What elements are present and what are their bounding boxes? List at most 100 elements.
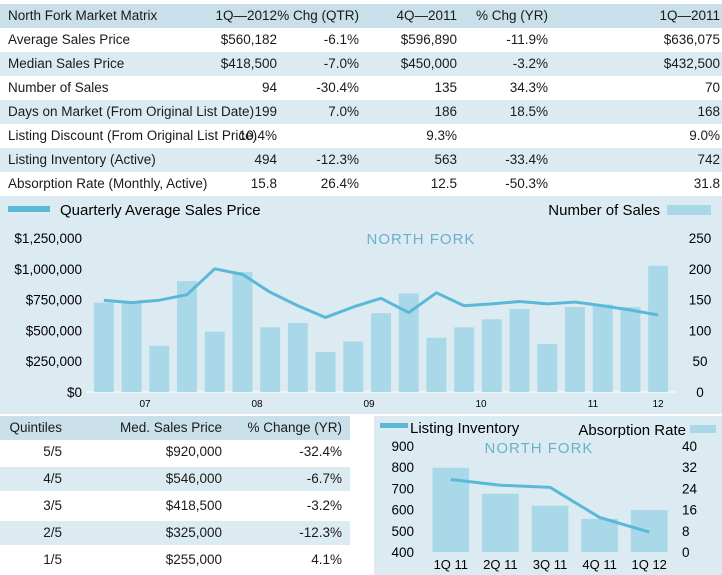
inventory-line	[450, 478, 650, 534]
quintile-cell: 4/5	[43, 471, 62, 486]
quintile-cell: 5/5	[43, 444, 62, 459]
sales-bar	[287, 323, 308, 392]
quintile-cell: 1/5	[43, 552, 62, 567]
matrix-cell: 9.3%	[426, 128, 457, 143]
matrix-cell: -12.3%	[316, 152, 359, 167]
sales-bar	[481, 319, 502, 392]
quintile-row: 5/5 $920,000 -32.4%	[0, 440, 350, 464]
chart1-y-left-tick: $1,000,000	[14, 262, 82, 277]
sales-bar	[620, 306, 641, 392]
matrix-cell: 31.8	[693, 176, 720, 191]
quintile-cell: $920,000	[165, 444, 222, 459]
matrix-row-absorption-rate: Absorption Rate (Monthly, Active) 15.8 26.…	[0, 172, 722, 196]
chart1-y-right-tick: 150	[689, 293, 712, 308]
quintile-cell: $418,500	[165, 498, 222, 513]
matrix-cell: 94	[261, 80, 277, 95]
matrix-cell: -3.2%	[512, 56, 548, 71]
matrix-col-1q2012: 1Q—2012	[215, 8, 277, 23]
sales-bar	[537, 343, 558, 392]
sales-bar	[426, 337, 447, 392]
sales-bar	[592, 304, 613, 392]
matrix-cell: 18.5%	[509, 104, 548, 119]
quintile-col-quintiles: Quintiles	[9, 420, 62, 435]
chart1-x-tick: 08	[251, 399, 263, 410]
chart2-legend-line-swatch	[380, 423, 408, 428]
chart2-x-tick: 2Q 11	[483, 557, 517, 572]
sales-bar	[565, 306, 585, 392]
quintile-header-row: Quintiles Med. Sales Price % Change (YR)	[0, 416, 350, 440]
matrix-row-avg-price: Average Sales Price $560,182 -6.1% $596,890…	[0, 28, 722, 52]
matrix-title: North Fork Market Matrix	[8, 8, 158, 23]
sales-bar	[204, 331, 225, 392]
matrix-cell: 26.4%	[320, 176, 359, 191]
chart1-y-right-tick: 200	[689, 262, 712, 277]
sales-bar	[343, 341, 364, 392]
sales-bar	[232, 271, 253, 392]
matrix-cell: -7.0%	[323, 56, 359, 71]
chart1-watermark: NORTH FORK	[367, 231, 476, 248]
matrix-cell: 742	[697, 152, 720, 167]
sales-bar	[149, 345, 170, 392]
chart1-legend-line-swatch	[8, 206, 50, 212]
sales-bar	[509, 308, 530, 392]
matrix-row-num-sales: Number of Sales 94 -30.4% 135 34.3% 70	[0, 76, 722, 100]
matrix-cell: -11.9%	[506, 32, 548, 47]
chart2-watermark: NORTH FORK	[485, 440, 594, 457]
matrix-cell: 135	[434, 80, 457, 95]
matrix-cell: $450,000	[400, 56, 457, 71]
quintile-col-price: Med. Sales Price	[119, 420, 222, 435]
chart1-x-tick: 07	[139, 399, 151, 410]
matrix-col-chg-qtr: % Chg (QTR)	[277, 8, 359, 23]
sales-bar	[398, 293, 419, 392]
chart2-legend-bar-swatch	[690, 425, 716, 433]
quintile-cell: 4.1%	[311, 552, 342, 567]
quintile-cell: -6.7%	[306, 471, 342, 486]
matrix-cell: -33.4%	[505, 152, 548, 167]
quintile-col-change: % Change (YR)	[247, 420, 342, 435]
quintile-cell: -12.3%	[299, 525, 342, 540]
chart1-y-right-tick: 250	[689, 231, 712, 246]
matrix-cell: Average Sales Price	[8, 32, 131, 47]
quintile-row: 3/5 $418,500 -3.2%	[0, 494, 350, 518]
matrix-cell: 494	[254, 152, 277, 167]
matrix-col-chg-yr: % Chg (YR)	[475, 8, 548, 23]
sales-bar	[93, 302, 114, 392]
chart2-y-left-tick: 400	[391, 545, 414, 560]
sales-bar	[454, 327, 475, 392]
chart2-legend-right: Absorption Rate	[578, 422, 686, 439]
matrix-cell: $432,500	[663, 56, 720, 71]
chart2-y-right-tick: 16	[682, 503, 697, 518]
sales-price-chart: NORTH FORK Quarterly Average Sales Price…	[0, 196, 722, 414]
matrix-cell: 9.0%	[689, 128, 720, 143]
matrix-cell: Listing Inventory (Active)	[8, 152, 156, 167]
quintile-cell: $546,000	[165, 471, 222, 486]
quintile-cell: 3/5	[43, 498, 62, 513]
chart2-y-left-tick: 700	[391, 481, 414, 496]
chart1-x-tick: 09	[363, 399, 375, 410]
chart1-x-tick: 10	[475, 399, 487, 410]
chart2-y-left-tick: 800	[391, 460, 414, 475]
chart1-legend-right: Number of Sales	[548, 202, 660, 219]
matrix-col-4q2011: 4Q—2011	[396, 8, 457, 23]
matrix-cell: Median Sales Price	[8, 56, 125, 71]
matrix-cell: 186	[434, 104, 457, 119]
quintile-cell: -3.2%	[306, 498, 342, 513]
matrix-cell: 199	[254, 104, 277, 119]
chart2-y-right-tick: 8	[682, 524, 690, 539]
chart1-y-right-tick: 0	[696, 385, 704, 400]
chart2-y-right-tick: 40	[682, 439, 697, 454]
chart1-y-left-tick: $250,000	[26, 354, 82, 369]
chart1-legend-bar-swatch	[667, 205, 711, 215]
quintile-cell: $255,000	[165, 552, 222, 567]
chart2-y-left-tick: 500	[391, 524, 414, 539]
chart1-y-right-tick: 50	[692, 354, 707, 369]
quintile-cell: $325,000	[165, 525, 222, 540]
quintile-row: 4/5 $546,000 -6.7%	[0, 467, 350, 491]
matrix-cell: 12.5	[430, 176, 457, 191]
matrix-row-days-on-market: Days on Market (From Original List Date)…	[0, 100, 722, 124]
matrix-cell: 15.8	[250, 176, 277, 191]
chart2-x-tick: 1Q 12	[631, 557, 666, 572]
chart1-legend-left: Quarterly Average Sales Price	[60, 202, 261, 219]
matrix-cell: -6.1%	[323, 32, 359, 47]
sales-bar	[121, 301, 142, 392]
